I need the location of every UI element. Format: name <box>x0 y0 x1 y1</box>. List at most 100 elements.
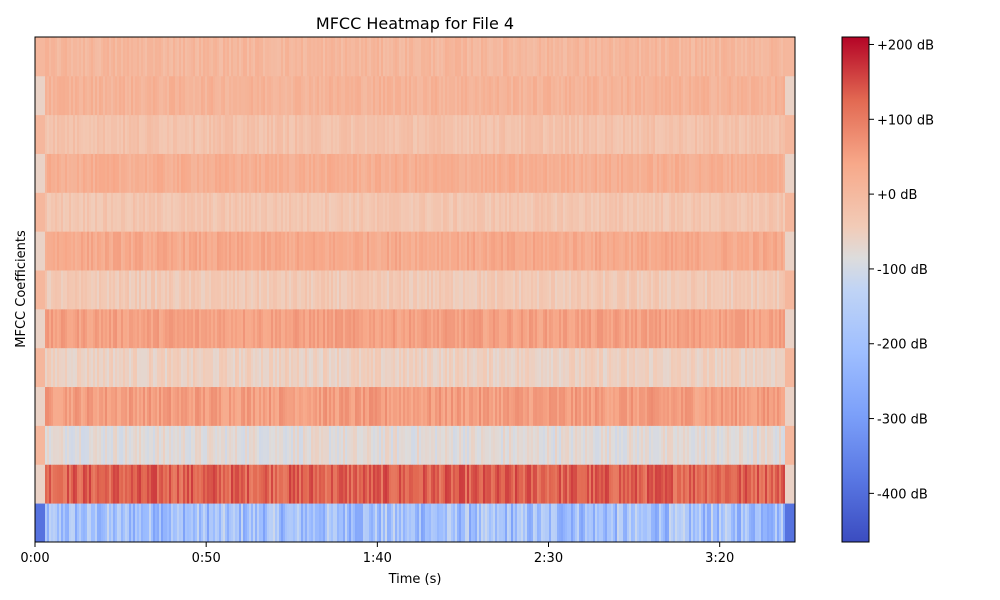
heatmap-cell <box>233 37 236 77</box>
heatmap-cell <box>411 347 414 388</box>
heatmap-cell <box>217 37 220 77</box>
heatmap-cell <box>557 347 560 388</box>
heatmap-cell <box>505 37 508 77</box>
heatmap-cell <box>753 114 756 154</box>
heatmap-cell <box>775 270 778 310</box>
heatmap-cell <box>647 231 650 271</box>
heatmap-cell <box>697 425 700 465</box>
heatmap-cell <box>773 231 776 271</box>
heatmap-cell <box>193 37 196 77</box>
heatmap-cell <box>463 347 466 388</box>
heatmap-cell <box>97 114 100 154</box>
heatmap-cell <box>369 75 372 116</box>
heatmap-cell <box>141 75 144 116</box>
heatmap-cell <box>503 425 506 465</box>
heatmap-cell <box>631 37 634 77</box>
heatmap-cell <box>781 114 784 154</box>
heatmap-cell <box>755 231 758 271</box>
heatmap-cell <box>605 386 608 426</box>
heatmap-cell <box>779 347 782 388</box>
heatmap-cell <box>685 192 688 232</box>
heatmap-cell <box>787 153 790 193</box>
heatmap-cell <box>351 192 354 232</box>
heatmap-cell <box>523 425 526 465</box>
heatmap-cell <box>217 231 220 271</box>
heatmap-cell <box>731 153 734 193</box>
heatmap-cell <box>457 464 460 504</box>
heatmap-cell <box>237 503 240 543</box>
heatmap-cell <box>207 75 210 116</box>
heatmap-cell <box>583 231 586 271</box>
heatmap-cell <box>595 503 598 543</box>
heatmap-cell <box>473 347 476 388</box>
heatmap-cell <box>331 114 334 154</box>
heatmap-cell <box>703 425 706 465</box>
heatmap-cell <box>281 153 284 193</box>
heatmap-cell <box>789 114 792 154</box>
heatmap-cell <box>523 75 526 116</box>
heatmap-cell <box>497 386 500 426</box>
heatmap-cell <box>387 75 390 116</box>
heatmap-cell <box>363 75 366 116</box>
heatmap-cell <box>269 37 272 77</box>
heatmap-cell <box>353 192 356 232</box>
heatmap-cell <box>431 231 434 271</box>
heatmap-cell <box>339 37 342 77</box>
heatmap-cell <box>227 270 230 310</box>
heatmap-cell <box>45 114 48 154</box>
heatmap-cell <box>567 153 570 193</box>
heatmap-cell <box>653 153 656 193</box>
heatmap-cell <box>427 464 430 504</box>
heatmap-cell <box>91 270 94 310</box>
heatmap-cell <box>727 75 730 116</box>
heatmap-cell <box>187 153 190 193</box>
heatmap-cell <box>625 464 628 504</box>
heatmap-cell <box>203 192 206 232</box>
heatmap-cell <box>501 75 504 116</box>
heatmap-cell <box>489 114 492 154</box>
heatmap-cell <box>691 347 694 388</box>
heatmap-cell <box>69 192 72 232</box>
heatmap-cell <box>327 75 330 116</box>
heatmap-cell <box>725 347 728 388</box>
heatmap-cell <box>347 425 350 465</box>
heatmap-cell <box>211 347 214 388</box>
heatmap-cell <box>221 347 224 388</box>
heatmap-cell <box>65 153 68 193</box>
heatmap-cell <box>191 503 194 543</box>
heatmap-cell <box>47 270 50 310</box>
heatmap-cell <box>333 386 336 426</box>
heatmap-cell <box>747 386 750 426</box>
heatmap-cell <box>231 386 234 426</box>
heatmap-cell <box>177 114 180 154</box>
heatmap-cell <box>165 75 168 116</box>
heatmap-cell <box>259 425 262 465</box>
heatmap-cell <box>323 153 326 193</box>
heatmap-cell <box>315 425 318 465</box>
heatmap-cell <box>741 308 744 349</box>
heatmap-cell <box>135 270 138 310</box>
heatmap-cell <box>173 425 176 465</box>
heatmap-cell <box>619 503 622 543</box>
heatmap-cell <box>355 386 358 426</box>
heatmap-cell <box>557 37 560 77</box>
heatmap-cell <box>263 231 266 271</box>
heatmap-cell <box>39 386 42 426</box>
heatmap-cell <box>777 153 780 193</box>
heatmap-cell <box>679 386 682 426</box>
heatmap-cell <box>387 231 390 271</box>
heatmap-cell <box>711 503 714 543</box>
heatmap-cell <box>713 114 716 154</box>
heatmap-cell <box>479 386 482 426</box>
heatmap-cell <box>437 386 440 426</box>
heatmap-cell <box>785 464 788 504</box>
heatmap-cell <box>501 503 504 543</box>
heatmap-cell <box>119 425 122 465</box>
heatmap-cell <box>579 347 582 388</box>
heatmap-cell <box>759 192 762 232</box>
heatmap-cell <box>645 153 648 193</box>
heatmap-cell <box>527 347 530 388</box>
heatmap-cell <box>469 153 472 193</box>
heatmap-cell <box>391 153 394 193</box>
heatmap-cell <box>123 308 126 349</box>
